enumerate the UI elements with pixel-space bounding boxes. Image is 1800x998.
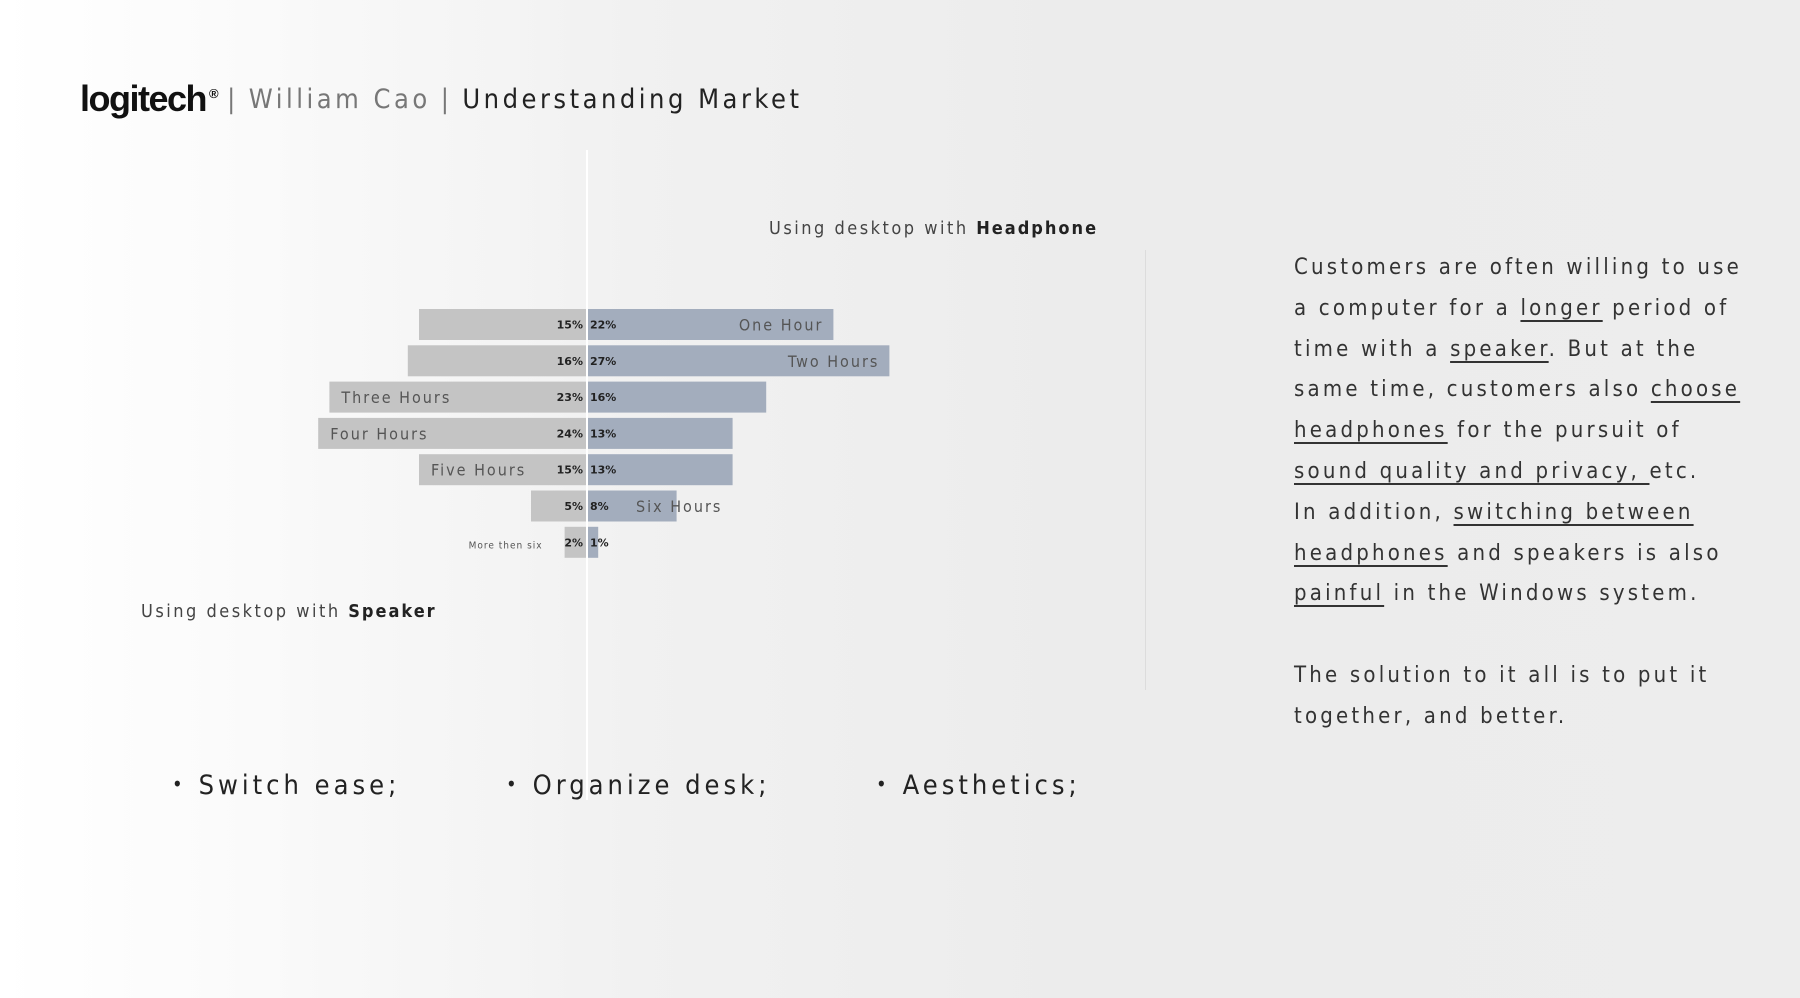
data-label-speaker: 5% (564, 500, 583, 513)
category-label: Five Hours (431, 461, 526, 480)
bar-speaker (318, 417, 587, 449)
bar-speaker (419, 309, 587, 340)
chart-title-headphone: Using desktop with Headphone (769, 218, 1099, 239)
category-label: Two Hours (787, 352, 879, 371)
insight-conclusion: The solution to it all is to put it toge… (1294, 662, 1710, 729)
data-label-speaker: 15% (557, 319, 583, 332)
bullet-aesthetics: Aesthetics; (876, 770, 1081, 801)
category-label: One Hour (739, 316, 824, 335)
author-name: William Cao (248, 83, 431, 115)
data-label-speaker: 24% (557, 427, 583, 440)
bar-speaker (407, 345, 587, 377)
bar-speaker (419, 454, 587, 486)
vertical-divider (1145, 250, 1146, 690)
category-label: Three Hours (340, 388, 451, 407)
insight-paragraph-2: In addition, switching between headphone… (1294, 499, 1722, 607)
category-label: Six Hours (636, 497, 722, 516)
bar-speaker (564, 526, 587, 558)
page-title: Understanding Market (462, 83, 803, 115)
data-label-headphone: 8% (590, 500, 609, 513)
bar-headphone (587, 345, 890, 377)
bar-headphone (587, 381, 767, 413)
data-label-headphone: 13% (590, 464, 616, 477)
insight-paragraph-1: Customers are often willing to use a com… (1294, 255, 1743, 484)
data-label-speaker: 15% (557, 464, 583, 477)
logitech-logo: logitech ® (80, 78, 219, 119)
registered-mark: ® (209, 86, 219, 101)
data-label-speaker: 23% (557, 391, 583, 404)
category-label: Four Hours (330, 424, 428, 443)
data-label-headphone: 22% (590, 319, 616, 332)
bar-speaker (329, 381, 587, 413)
data-label-headphone: 1% (590, 536, 609, 549)
insight-panel: Customers are often willing to use a com… (1294, 248, 1764, 738)
bar-headphone (587, 490, 677, 522)
bar-headphone (587, 309, 834, 340)
feature-bullets: Switch ease; Organize desk; Aesthetics; (0, 770, 1100, 820)
data-label-speaker: 16% (557, 355, 583, 368)
data-label-speaker: 2% (564, 536, 583, 549)
bar-headphone (587, 526, 599, 558)
category-label: More then six (469, 540, 543, 551)
paragraph-gap (1294, 615, 1764, 656)
header: logitech ® | William Cao | Understanding … (80, 74, 803, 124)
bar-speaker (531, 490, 587, 522)
title-separator-2: | (440, 83, 453, 115)
data-label-headphone: 13% (590, 427, 616, 440)
chart-title-speaker: Using desktop with Speaker (141, 601, 437, 622)
bar-headphone (587, 417, 733, 449)
data-label-headphone: 16% (590, 391, 616, 404)
bullet-switch-ease: Switch ease; (172, 770, 400, 801)
title-separator: | (227, 83, 239, 115)
data-label-headphone: 27% (590, 355, 616, 368)
bar-headphone (587, 454, 733, 486)
bullet-organize-desk: Organize desk; (506, 770, 770, 801)
